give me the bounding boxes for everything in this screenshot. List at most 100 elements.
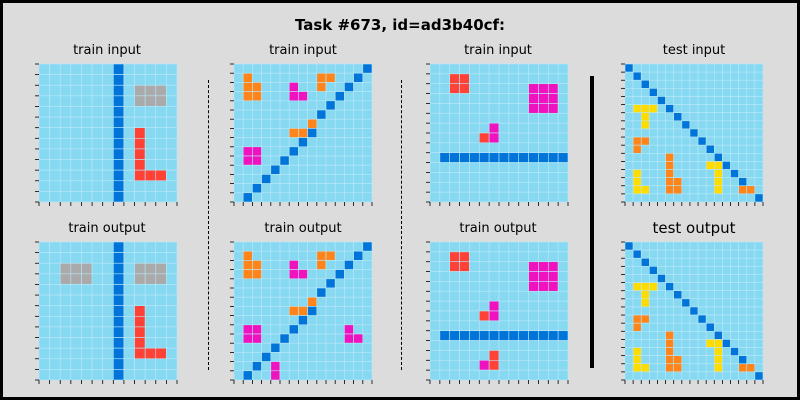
grid-cell	[134, 116, 146, 128]
grid-cell	[233, 342, 244, 353]
grid-cell	[429, 320, 441, 332]
grid-cell	[624, 152, 634, 162]
grid-cell	[353, 137, 364, 148]
grid-cell	[478, 172, 490, 183]
grid-cell	[498, 330, 510, 341]
grid-cell	[233, 109, 244, 120]
grid-cell	[528, 251, 539, 263]
grid-cell	[557, 152, 569, 163]
grid-cell	[49, 63, 61, 75]
grid-cell	[469, 172, 480, 183]
grid-cell	[279, 63, 290, 74]
grid-cell	[344, 164, 354, 175]
grid-cell	[459, 340, 470, 351]
grid-cell	[730, 161, 739, 170]
grid-cell	[713, 347, 723, 356]
grid-cell	[705, 96, 715, 105]
grid-cell	[547, 350, 559, 361]
grid-cell	[233, 241, 244, 252]
grid-cell	[640, 290, 650, 300]
grid-cell	[488, 73, 500, 85]
grid-cell	[279, 342, 290, 353]
grid-cell	[316, 352, 327, 362]
grid-cell	[288, 306, 299, 316]
grid-cell	[469, 350, 480, 361]
grid-cell	[59, 74, 72, 86]
grid-cell	[59, 191, 72, 203]
grid-cell	[362, 315, 373, 326]
grid-cell	[649, 185, 658, 195]
grid-cell	[746, 241, 756, 251]
grid-cell	[624, 241, 634, 251]
grid-cell	[459, 320, 470, 332]
grid-cell	[738, 282, 748, 292]
grid-cell	[233, 361, 244, 372]
grid-cell	[746, 88, 756, 97]
grid-cell	[279, 361, 290, 372]
panel-title-5: train input	[464, 43, 532, 58]
grid-cell	[316, 278, 327, 289]
grid-cell	[705, 71, 715, 81]
grid-cell	[270, 155, 281, 166]
grid-cell	[697, 282, 707, 292]
grid-cell	[730, 144, 739, 154]
grid-cell	[155, 369, 167, 381]
panel-title-1: train input	[73, 43, 141, 58]
grid-cell	[697, 185, 707, 195]
grid-cell	[738, 347, 748, 356]
grid-cell	[362, 287, 373, 298]
grid-cell	[242, 306, 253, 316]
grid-cell	[697, 363, 707, 373]
grid-cell	[288, 137, 299, 148]
grid-cell	[288, 72, 299, 83]
grid-cell	[730, 257, 739, 267]
grid-cell	[144, 369, 157, 381]
grid-cell	[469, 132, 480, 144]
grid-cell	[362, 352, 373, 362]
grid-cell	[91, 273, 103, 285]
grid-cell	[746, 339, 756, 348]
grid-cell	[38, 127, 50, 139]
grid-cell	[746, 79, 756, 89]
grid-cell	[689, 161, 699, 170]
grid-cell	[705, 136, 715, 146]
grid-cell	[252, 174, 262, 184]
grid-cell	[344, 72, 354, 83]
panel-title-3: train input	[269, 43, 337, 58]
grid-cell	[252, 306, 262, 316]
grid-cell	[657, 249, 666, 259]
grid-cell	[508, 340, 520, 351]
grid-cell	[665, 185, 675, 195]
grid-cell	[547, 132, 559, 144]
grid-cell	[713, 257, 723, 267]
grid-cell	[270, 118, 281, 129]
grid-cell	[722, 136, 731, 146]
grid-cell	[102, 284, 114, 296]
grid-cell	[325, 174, 336, 184]
grid-cell	[307, 137, 318, 148]
grid-cell	[325, 250, 336, 261]
grid-cell	[49, 138, 61, 150]
grid-cell	[81, 241, 93, 253]
grid-cell	[59, 358, 72, 370]
grid-cell	[242, 146, 253, 157]
grid-cell	[547, 359, 559, 371]
grid-cell	[279, 269, 290, 280]
grid-cell	[713, 371, 723, 381]
grid-cell	[353, 192, 364, 203]
grid-cell	[155, 326, 167, 338]
grid-cell	[538, 359, 549, 371]
grid-cell	[298, 164, 308, 175]
grid-cell	[705, 112, 715, 122]
grid-cell	[657, 88, 666, 97]
grid-cell	[673, 120, 683, 130]
grid-cell	[665, 136, 675, 146]
grid-cell	[705, 306, 715, 316]
grid-cell	[144, 326, 157, 338]
grid-cell	[70, 191, 82, 203]
grid-cell	[242, 63, 253, 74]
grid-cell	[649, 96, 658, 105]
grid-cell	[746, 355, 756, 365]
grid-cell	[469, 369, 480, 381]
grid-cell	[429, 281, 441, 292]
